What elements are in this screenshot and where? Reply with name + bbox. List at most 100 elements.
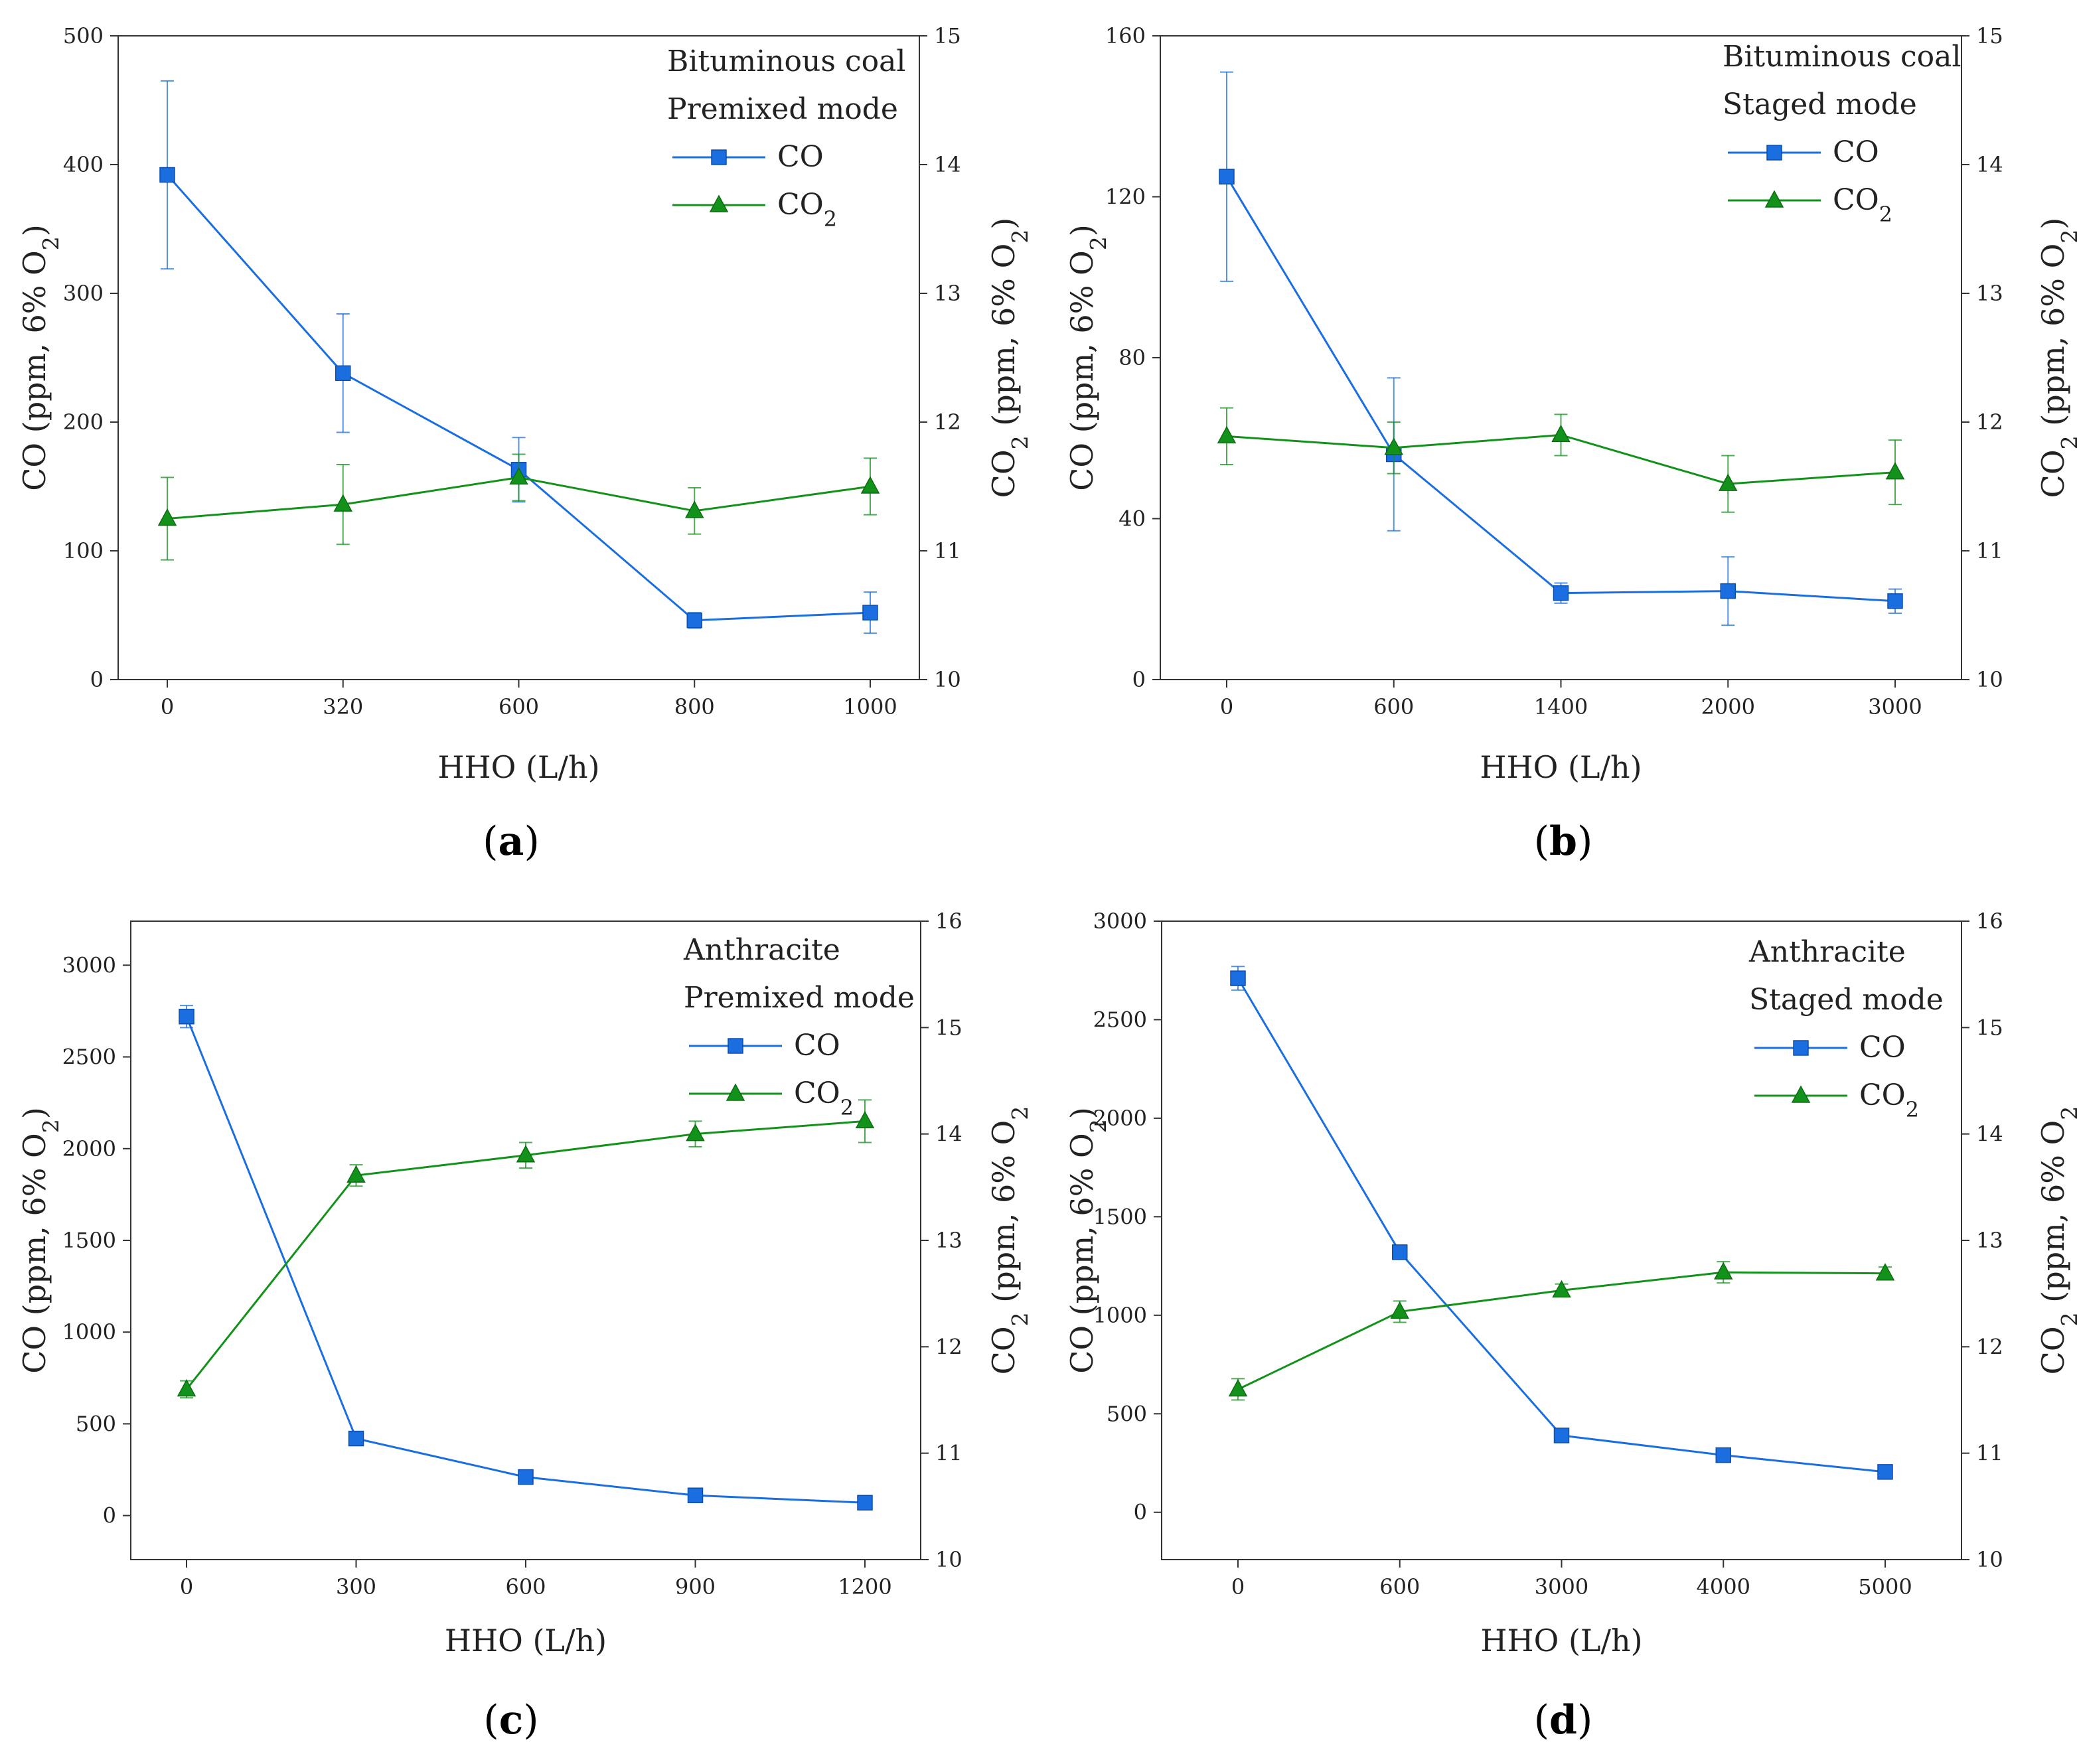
data-point-co: [348, 1430, 364, 1447]
annotation-text: Premixed mode: [684, 981, 915, 1015]
x-tick-label: 900: [675, 1574, 716, 1599]
x-tick-label: 800: [674, 694, 715, 719]
y-right-tick-label: 11: [1976, 1441, 2003, 1466]
y-right-axis-label: CO2 (ppm, 6% O2: [2035, 1106, 2077, 1375]
legend-label: CO: [794, 1029, 840, 1063]
y-left-tick-label: 500: [63, 23, 104, 48]
plot-frame: [130, 920, 921, 1560]
data-point-co: [159, 167, 175, 183]
data-point-co2: [177, 1378, 196, 1397]
x-tick-label: 300: [336, 1574, 376, 1599]
data-point-co2: [157, 508, 177, 526]
y-left-tick-label: 0: [1132, 667, 1146, 692]
y-left-tick-label: 40: [1118, 506, 1146, 532]
y-left-axis-label: CO (ppm, 6% O2): [1064, 224, 1111, 491]
legend-label: CO: [1833, 135, 1879, 169]
x-axis-label: HHO (L/h): [1480, 749, 1642, 785]
data-point-co: [687, 1487, 704, 1503]
legend-label: CO2: [794, 1076, 854, 1120]
y-right-tick-label: 10: [1976, 1547, 2003, 1572]
x-tick-label: 0: [1231, 1574, 1245, 1599]
legend-marker: [711, 149, 727, 165]
y-right-tick-label: 11: [934, 538, 961, 563]
legend-marker: [726, 1083, 745, 1101]
y-right-tick-label: 10: [934, 667, 961, 692]
y-left-tick-label: 3000: [62, 952, 116, 978]
y-left-tick-label: 1500: [1093, 1204, 1147, 1229]
y-left-tick-label: 2500: [1093, 1007, 1147, 1032]
y-right-tick-label: 11: [935, 1441, 962, 1466]
y-left-tick-label: 500: [76, 1411, 116, 1436]
x-tick-label: 320: [323, 694, 363, 719]
data-point-co: [1720, 583, 1736, 599]
chart-panel-b: 0 600 1400 2000 3000 0 40 80 120 160 10 11 12 13 14 15 H…: [1064, 23, 2077, 865]
x-tick-label: 600: [499, 694, 539, 719]
data-point-co: [179, 1008, 194, 1025]
x-tick-label: 0: [161, 694, 174, 719]
y-left-tick-label: 1000: [62, 1319, 116, 1345]
panel-label: (d): [1534, 1697, 1593, 1743]
y-left-tick-label: 2000: [1093, 1106, 1147, 1131]
y-left-axis-label: CO (ppm, 6% O2): [17, 224, 64, 491]
y-right-tick-label: 13: [1976, 281, 2003, 306]
y-left-tick-label: 300: [63, 281, 104, 306]
y-right-tick-label: 16: [1976, 909, 2003, 934]
chart-panel-a: 0 320 600 800 1000 0 100 200 300 400 500 10 11 12 13 14…: [17, 23, 1033, 865]
data-point-co: [1219, 169, 1235, 184]
y-right-tick-label: 15: [1976, 1015, 2003, 1040]
data-point-co: [518, 1469, 534, 1485]
y-left-tick-label: 2000: [62, 1136, 116, 1161]
x-axis-label: HHO (L/h): [1480, 1623, 1642, 1658]
data-point-co2: [1217, 425, 1237, 444]
x-tick-label: 0: [180, 1574, 193, 1599]
data-point-co2: [509, 467, 528, 485]
y-right-tick-label: 10: [935, 1547, 962, 1572]
y-left-tick-label: 500: [1107, 1401, 1147, 1426]
x-tick-label: 1200: [838, 1574, 891, 1599]
chart-panel-d: 0 600 3000 4000 5000 0 500 1000 1500 2000 2500 3000…: [1064, 909, 2077, 1743]
legend-label: CO2: [1859, 1078, 1919, 1122]
y-right-tick-label: 13: [935, 1228, 962, 1253]
legend-marker: [1791, 1085, 1811, 1103]
y-left-tick-label: 120: [1105, 184, 1146, 210]
data-point-co2: [516, 1145, 536, 1163]
x-tick-label: 0: [1220, 694, 1233, 719]
y-left-tick-label: 1000: [1093, 1303, 1147, 1328]
data-point-co2: [1390, 1301, 1410, 1319]
data-point-co2: [860, 476, 880, 494]
y-right-tick-label: 15: [934, 23, 961, 48]
data-point-co2: [1228, 1378, 1248, 1397]
y-left-tick-label: 400: [63, 152, 104, 177]
data-point-co2: [1384, 437, 1404, 455]
data-point-co2: [1875, 1263, 1895, 1281]
y-left-tick-label: 3000: [1093, 909, 1147, 934]
legend-marker: [1766, 145, 1782, 161]
y-right-tick-label: 15: [1976, 23, 2003, 48]
legend-label: CO: [777, 140, 824, 174]
y-left-axis-label: CO (ppm, 6% O2): [1064, 1107, 1111, 1374]
x-tick-label: 600: [505, 1574, 546, 1599]
plot-frame: [117, 35, 920, 680]
x-tick-label: 2000: [1701, 694, 1755, 719]
data-point-co: [1553, 585, 1569, 601]
y-right-tick-label: 12: [935, 1334, 962, 1359]
x-tick-label: 600: [1373, 694, 1414, 719]
annotation-text: Staged mode: [1749, 983, 1944, 1017]
y-left-tick-label: 0: [90, 667, 104, 692]
data-point-co2: [1552, 1280, 1571, 1298]
y-right-tick-label: 12: [1976, 1334, 2003, 1359]
data-point-co2: [333, 494, 353, 512]
legend-marker: [728, 1038, 743, 1054]
data-point-co2: [346, 1165, 366, 1183]
y-left-tick-label: 200: [63, 409, 104, 435]
data-point-co: [1877, 1464, 1893, 1480]
data-point-co2: [1713, 1262, 1733, 1280]
x-tick-label: 3000: [1535, 1574, 1588, 1599]
annotation-text: Staged mode: [1723, 88, 1917, 121]
legend-label: CO2: [777, 188, 837, 232]
annotation-text: Bituminous coal: [667, 44, 905, 78]
data-point-co2: [855, 1110, 875, 1129]
y-right-tick-label: 11: [1976, 538, 2003, 563]
y-left-tick-label: 160: [1105, 23, 1146, 48]
